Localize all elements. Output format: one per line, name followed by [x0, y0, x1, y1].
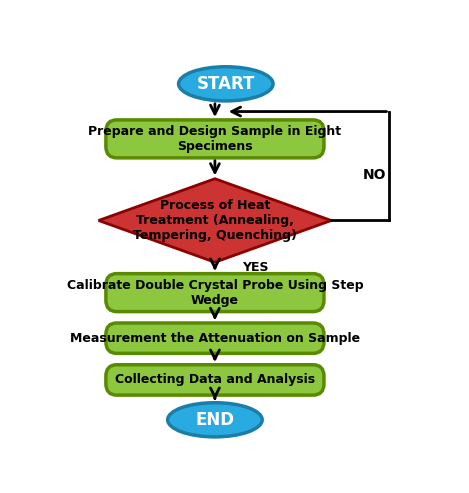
- Text: Collecting Data and Analysis: Collecting Data and Analysis: [115, 373, 315, 387]
- Polygon shape: [98, 179, 331, 262]
- FancyBboxPatch shape: [106, 365, 324, 395]
- Text: Process of Heat
Treatment (Annealing,
Tempering, Quenching): Process of Heat Treatment (Annealing, Te…: [133, 199, 297, 242]
- FancyBboxPatch shape: [106, 274, 324, 312]
- FancyBboxPatch shape: [106, 323, 324, 353]
- Ellipse shape: [179, 67, 273, 101]
- Text: NO: NO: [363, 168, 386, 182]
- Text: Measurement the Attenuation on Sample: Measurement the Attenuation on Sample: [70, 332, 360, 345]
- FancyBboxPatch shape: [106, 120, 324, 158]
- Text: Calibrate Double Crystal Probe Using Step
Wedge: Calibrate Double Crystal Probe Using Ste…: [67, 279, 363, 307]
- Text: YES: YES: [242, 261, 269, 274]
- Text: START: START: [197, 75, 255, 93]
- Ellipse shape: [168, 403, 262, 437]
- Text: END: END: [196, 411, 234, 429]
- Text: Prepare and Design Sample in Eight
Specimens: Prepare and Design Sample in Eight Speci…: [88, 125, 341, 153]
